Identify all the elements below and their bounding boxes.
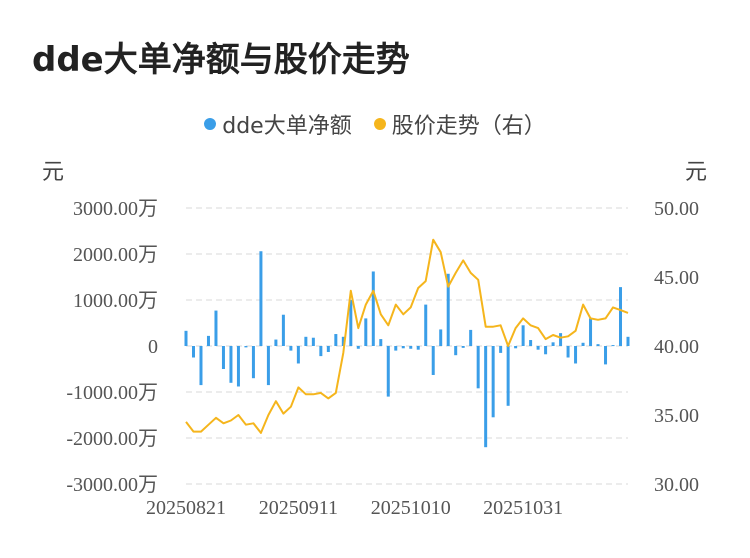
legend-dot-price <box>373 118 386 130</box>
left-axis-unit: 元 <box>42 160 65 185</box>
legend-dot-dde <box>204 118 217 130</box>
dde-bar <box>461 346 465 348</box>
dde-bar <box>604 346 608 365</box>
price-line <box>185 238 629 434</box>
dde-bar <box>499 346 503 353</box>
left-tick-label: -3000.00万 <box>66 474 158 496</box>
x-tick-label: 20251010 <box>371 497 451 519</box>
dde-bar <box>394 346 398 351</box>
dde-bar <box>236 346 240 387</box>
chart-title: dde大单净额与股价走势 <box>32 40 410 80</box>
right-tick-label: 40.00 <box>654 336 699 358</box>
x-tick-label: 20251031 <box>483 497 563 519</box>
dde-bar <box>536 346 540 350</box>
dde-bar <box>334 334 338 346</box>
dde-bar <box>251 346 255 379</box>
dde-bar <box>626 336 630 346</box>
dde-bar <box>401 346 405 349</box>
left-tick-label: 2000.00万 <box>73 244 158 266</box>
dde-bar <box>296 346 300 364</box>
dde-bar <box>506 346 510 406</box>
dde-bar <box>476 346 480 389</box>
dde-bar <box>289 346 293 351</box>
right-axis-unit: 元 <box>685 160 708 185</box>
right-tick-label: 30.00 <box>654 474 699 496</box>
dde-bar <box>229 346 233 383</box>
dde-bar <box>544 346 548 355</box>
dde-bar <box>356 346 360 349</box>
legend-item-dde[interactable]: dde大单净额 <box>204 108 352 140</box>
dde-bar <box>409 346 413 349</box>
legend-label-price: 股价走势（右） <box>391 114 546 139</box>
left-tick-label: 1000.00万 <box>73 290 158 312</box>
dde-bar <box>364 318 368 346</box>
dde-bar <box>379 339 383 346</box>
dde-bar <box>589 318 593 346</box>
dde-bar <box>304 336 308 346</box>
left-tick-label: 3000.00万 <box>73 198 158 220</box>
dde-bar <box>596 344 600 346</box>
dde-bar <box>559 333 563 346</box>
dde-bar <box>311 337 315 346</box>
dde-bar <box>491 346 495 418</box>
dde-bar <box>221 346 225 369</box>
dde-bar <box>581 342 585 346</box>
dde-bar <box>326 346 330 352</box>
dde-bar <box>574 346 578 364</box>
right-tick-label: 35.00 <box>654 405 699 427</box>
dde-bar <box>521 325 525 346</box>
dde-bar <box>529 340 533 346</box>
dde-bar <box>244 346 248 348</box>
dde-bar <box>424 304 428 346</box>
dde-bar <box>551 342 555 346</box>
dde-bar <box>341 336 345 346</box>
dde-bar <box>259 251 263 346</box>
left-tick-label: -2000.00万 <box>66 428 158 450</box>
dde-bar <box>371 271 375 346</box>
dde-bar <box>386 346 390 397</box>
dde-bar <box>611 345 615 347</box>
dde-bar <box>206 335 210 346</box>
dde-bar <box>454 346 458 356</box>
dde-bar <box>319 346 323 357</box>
left-tick-label: 0 <box>148 336 158 358</box>
dde-bar <box>184 330 188 346</box>
dde-bar <box>484 346 488 448</box>
dde-bar <box>469 329 473 346</box>
dde-bar <box>349 300 353 346</box>
dde-bar <box>266 346 270 386</box>
legend-label-dde: dde大单净额 <box>222 114 352 139</box>
x-tick-label: 20250821 <box>146 497 226 519</box>
dde-bar <box>416 346 420 350</box>
dde-bar <box>281 314 285 346</box>
dde-bar <box>431 346 435 375</box>
dde-bar <box>439 329 443 346</box>
dde-bar <box>566 346 570 358</box>
left-tick-label: -1000.00万 <box>66 382 158 404</box>
legend: dde大单净额 股价走势（右） <box>0 108 750 140</box>
x-tick-label: 20250911 <box>259 497 338 519</box>
legend-item-price[interactable]: 股价走势（右） <box>373 108 546 140</box>
dde-bar <box>199 346 203 386</box>
dde-bar <box>214 310 218 346</box>
dde-bar <box>446 273 450 346</box>
right-tick-label: 45.00 <box>654 267 699 289</box>
right-tick-label: 50.00 <box>654 198 699 220</box>
dde-bar <box>191 346 195 358</box>
dde-bar <box>619 287 623 346</box>
dde-bar <box>514 346 518 349</box>
dde-bar <box>274 339 278 346</box>
